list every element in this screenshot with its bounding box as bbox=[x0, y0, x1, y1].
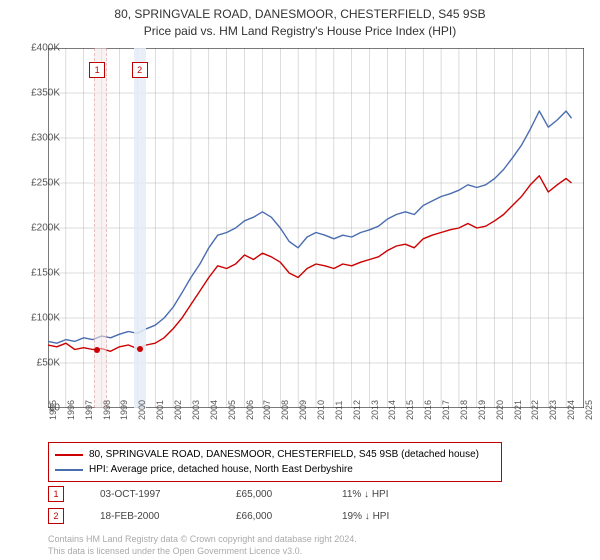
x-axis-label: 1996 bbox=[66, 400, 76, 420]
x-axis-label: 1999 bbox=[119, 400, 129, 420]
marker-row-1: 1 03-OCT-1997 £65,000 11% ↓ HPI bbox=[48, 486, 389, 502]
y-axis-label: £150K bbox=[10, 268, 60, 279]
title-line-1: 80, SPRINGVALE ROAD, DANESMOOR, CHESTERF… bbox=[0, 6, 600, 23]
footer-line-2: This data is licensed under the Open Gov… bbox=[48, 546, 357, 558]
x-axis-label: 2001 bbox=[155, 400, 165, 420]
marker-badge-2: 2 bbox=[48, 508, 64, 524]
footer-line-1: Contains HM Land Registry data © Crown c… bbox=[48, 534, 357, 546]
title-line-2: Price paid vs. HM Land Registry's House … bbox=[0, 23, 600, 40]
x-axis-label: 2004 bbox=[209, 400, 219, 420]
x-axis-label: 2010 bbox=[316, 400, 326, 420]
legend-swatch-price bbox=[55, 454, 83, 456]
marker-date-1: 03-OCT-1997 bbox=[100, 489, 200, 500]
x-axis-label: 2012 bbox=[352, 400, 362, 420]
marker-band-2 bbox=[134, 48, 147, 408]
x-axis-label: 1998 bbox=[102, 400, 112, 420]
legend-row-hpi: HPI: Average price, detached house, Nort… bbox=[55, 462, 495, 477]
x-axis-label: 2020 bbox=[495, 400, 505, 420]
marker-price-2: £66,000 bbox=[236, 511, 306, 522]
chart-title: 80, SPRINGVALE ROAD, DANESMOOR, CHESTERF… bbox=[0, 0, 600, 40]
marker-badge-1: 1 bbox=[48, 486, 64, 502]
y-axis-label: £100K bbox=[10, 313, 60, 324]
x-axis-label: 2002 bbox=[173, 400, 183, 420]
x-axis-label: 2016 bbox=[423, 400, 433, 420]
x-axis-label: 2018 bbox=[459, 400, 469, 420]
marker-price-1: £65,000 bbox=[236, 489, 306, 500]
x-axis-label: 2025 bbox=[584, 400, 594, 420]
x-axis-label: 2009 bbox=[298, 400, 308, 420]
x-axis-label: 2022 bbox=[530, 400, 540, 420]
x-axis-label: 2019 bbox=[477, 400, 487, 420]
chart-plot-area: 12 bbox=[48, 48, 584, 408]
x-axis-label: 2013 bbox=[370, 400, 380, 420]
chart-marker-badge: 2 bbox=[132, 62, 148, 78]
x-axis-label: 2017 bbox=[441, 400, 451, 420]
x-axis-label: 2011 bbox=[334, 401, 344, 420]
x-axis-label: 2003 bbox=[191, 400, 201, 420]
x-axis-label: 2014 bbox=[387, 400, 397, 420]
chart-marker-badge: 1 bbox=[89, 62, 105, 78]
legend-box: 80, SPRINGVALE ROAD, DANESMOOR, CHESTERF… bbox=[48, 442, 502, 482]
x-axis-label: 2023 bbox=[548, 400, 558, 420]
x-axis-label: 2021 bbox=[513, 400, 523, 420]
x-axis-label: 2000 bbox=[137, 400, 147, 420]
legend-swatch-hpi bbox=[55, 469, 83, 471]
x-axis-label: 2008 bbox=[280, 400, 290, 420]
y-axis-label: £250K bbox=[10, 178, 60, 189]
legend-row-price: 80, SPRINGVALE ROAD, DANESMOOR, CHESTERF… bbox=[55, 447, 495, 462]
y-axis-label: £350K bbox=[10, 88, 60, 99]
y-axis-label: £200K bbox=[10, 223, 60, 234]
legend-label-price: 80, SPRINGVALE ROAD, DANESMOOR, CHESTERF… bbox=[89, 447, 479, 462]
legend-label-hpi: HPI: Average price, detached house, Nort… bbox=[89, 462, 353, 477]
chart-svg bbox=[48, 48, 584, 408]
marker-dot bbox=[94, 347, 100, 353]
footer-attribution: Contains HM Land Registry data © Crown c… bbox=[48, 534, 357, 557]
x-axis-label: 2024 bbox=[566, 400, 576, 420]
marker-row-2: 2 18-FEB-2000 £66,000 19% ↓ HPI bbox=[48, 508, 389, 524]
y-axis-label: £300K bbox=[10, 133, 60, 144]
x-axis-label: 1997 bbox=[84, 400, 94, 420]
y-axis-label: £400K bbox=[10, 43, 60, 54]
x-axis-label: 2006 bbox=[245, 400, 255, 420]
chart-container: 80, SPRINGVALE ROAD, DANESMOOR, CHESTERF… bbox=[0, 0, 600, 560]
x-axis-label: 2015 bbox=[405, 400, 415, 420]
marker-date-2: 18-FEB-2000 bbox=[100, 511, 200, 522]
marker-delta-2: 19% ↓ HPI bbox=[342, 511, 389, 522]
x-axis-label: 2007 bbox=[262, 400, 272, 420]
x-axis-label: 1995 bbox=[48, 400, 58, 420]
y-axis-label: £50K bbox=[10, 358, 60, 369]
marker-band-1 bbox=[94, 48, 107, 408]
marker-delta-1: 11% ↓ HPI bbox=[342, 489, 389, 500]
x-axis-label: 2005 bbox=[227, 400, 237, 420]
marker-dot bbox=[137, 346, 143, 352]
